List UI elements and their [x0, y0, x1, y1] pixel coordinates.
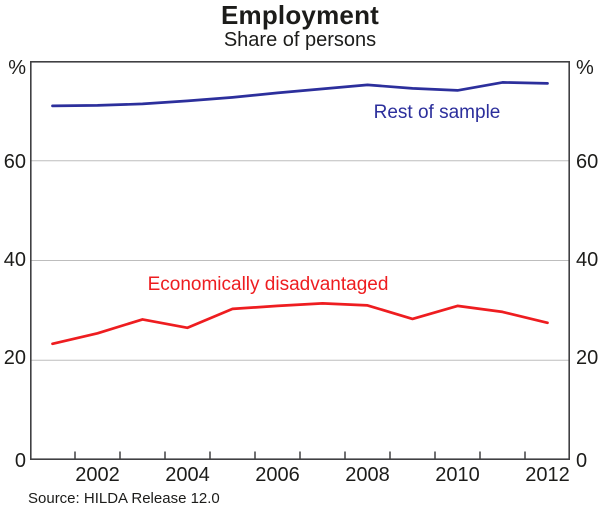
- y-axis-label-right-60: 60: [576, 150, 599, 173]
- source-note: Source: HILDA Release 12.0: [28, 490, 220, 507]
- y-axis-label-left-60: 60: [3, 150, 26, 173]
- y-axis-label-left-0: 0: [14, 449, 26, 472]
- x-axis-label-2004: 2004: [165, 464, 210, 486]
- x-axis-label-2012: 2012: [525, 464, 570, 486]
- y-axis-label-left-40: 40: [3, 248, 26, 271]
- x-axis-label-2002: 2002: [75, 464, 120, 486]
- plot-svg: [30, 61, 570, 460]
- page-title: Employment: [220, 0, 380, 30]
- y-axis-unit-right: %: [576, 57, 594, 79]
- x-axis-label-2010: 2010: [435, 464, 480, 486]
- x-axis-label-2006: 2006: [255, 464, 300, 486]
- y-axis-label-right-40: 40: [576, 248, 599, 271]
- series-label-rest-of-sample: Rest of sample: [373, 102, 501, 123]
- y-axis-label-right-20: 20: [576, 347, 599, 369]
- y-axis-label-right-0: 0: [576, 449, 588, 472]
- series-label-economically-disadvantaged: Economically disadvantaged: [147, 274, 389, 295]
- y-axis-label-left-20: 20: [3, 347, 26, 369]
- page-subtitle: Share of persons: [223, 29, 377, 51]
- x-axis-label-2008: 2008: [345, 464, 390, 486]
- y-axis-unit-left: %: [8, 57, 26, 79]
